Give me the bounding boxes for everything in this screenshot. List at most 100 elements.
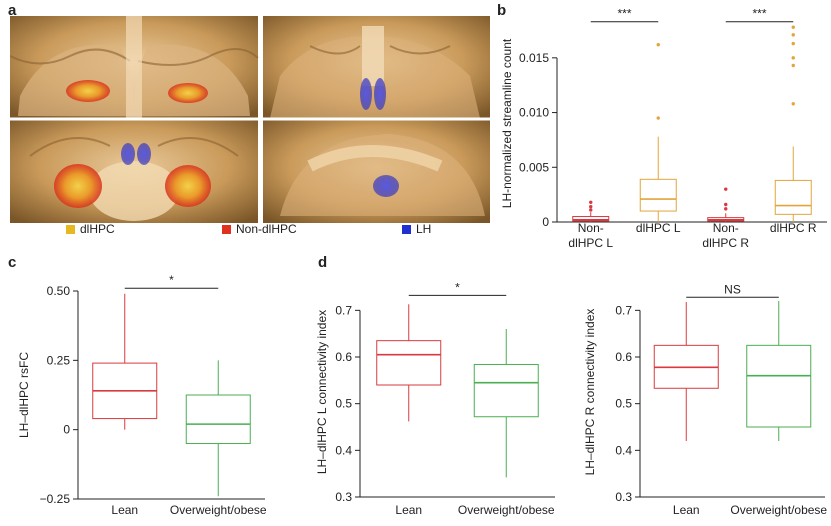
y-tick-label: 0.4 [335, 443, 352, 457]
box-3 [774, 25, 812, 222]
legend-swatch [402, 224, 411, 234]
box-iqr [473, 363, 539, 418]
chart-connectivity-right: 0.3 0.4 0.5 0.6 0.7 LH–dlHPC R connectivity i… [583, 282, 827, 517]
outlier-point [724, 207, 728, 211]
y-axis-label: LH–dlHPC rsFC [17, 352, 31, 438]
outlier-point [791, 25, 795, 29]
x-category-label: Overweight/obese [458, 503, 555, 517]
legend-swatch [66, 224, 75, 234]
x-category-line: Lean [395, 503, 422, 517]
x-category-line: dlHPC L [568, 236, 613, 250]
y-tick-label: 0.6 [615, 350, 632, 364]
y-tick-label: −0.25 [40, 492, 71, 506]
x-category-label: Overweight/obese [730, 503, 827, 517]
box-iqr [185, 394, 251, 445]
significance-label: * [455, 280, 460, 294]
box-iqr [746, 344, 812, 428]
y-tick-label: 0 [542, 215, 549, 229]
y-tick-label: 0.7 [615, 303, 632, 317]
x-category-line: Overweight/obese [458, 503, 555, 517]
brain-slice-coronal-left [10, 16, 259, 118]
brain-slice-coronal-right [263, 16, 490, 118]
y-tick-label: 0.25 [47, 353, 71, 367]
y-tick-label: 0.3 [615, 490, 632, 504]
box-iqr [639, 178, 677, 212]
legend-label: dlHPC [80, 222, 115, 236]
box-iqr [376, 340, 442, 386]
y-tick-label: 0.6 [335, 350, 352, 364]
box-iqr [774, 179, 812, 215]
panel-label-c: c [8, 254, 17, 271]
y-tick-label: 0.3 [335, 490, 352, 504]
x-category-line: Non- [578, 221, 604, 235]
outlier-point [791, 63, 795, 68]
box-0 [92, 293, 158, 430]
box-0 [376, 304, 442, 422]
outlier-point [589, 208, 593, 212]
legend-swatch [222, 224, 231, 234]
box-2 [707, 187, 745, 222]
x-category-line: Overweight/obese [730, 503, 827, 517]
outlier-point [791, 56, 795, 60]
brain-slice-sagittal [263, 120, 490, 223]
x-category-label: Non-dlHPC R [702, 221, 749, 250]
panel-label-b: b [497, 2, 507, 19]
outlier-point [724, 202, 728, 207]
box-0 [653, 301, 719, 441]
y-tick-label: 0.5 [615, 397, 632, 411]
outlier-point [589, 204, 593, 209]
legend-label: LH [416, 222, 432, 236]
x-category-line: Non- [713, 221, 739, 235]
legend-item-dlhpc: dlHPC [66, 222, 115, 236]
x-category-label: dlHPC L [636, 221, 681, 235]
legend-item-non-dlhpc: Non-dlHPC [222, 222, 297, 236]
outlier-point [791, 41, 795, 46]
box-1 [185, 360, 251, 497]
y-tick-label: 0.7 [335, 303, 352, 317]
legend-label: Non-dlHPC [236, 222, 297, 236]
outlier-point [656, 43, 660, 47]
chart-streamline-count: 0 0.005 0.010 0.015 LH-normalized streamline… [500, 7, 827, 250]
panel-label-a: a [8, 2, 17, 19]
x-category-line: Lean [673, 503, 700, 517]
outlier-point [656, 116, 660, 120]
significance-label: NS [724, 282, 741, 296]
panel-label-d: d [318, 254, 328, 271]
y-tick-label: 0.5 [335, 397, 352, 411]
x-category-line: Lean [111, 503, 138, 517]
y-axis-label: LH-normalized streamline count [500, 38, 514, 208]
box-iqr [572, 216, 610, 222]
y-tick-label: 0.010 [519, 106, 549, 120]
brain-slice-axial [10, 120, 258, 223]
box-1 [473, 329, 539, 478]
y-axis-label: LH–dlHPC L connectivity index [315, 310, 329, 474]
x-category-line: dlHPC L [636, 221, 681, 235]
x-category-line: dlHPC R [770, 221, 817, 235]
legend-item-lh: LH [402, 222, 431, 236]
box-1 [639, 43, 677, 222]
y-axis-label: LH–dlHPC R connectivity index [583, 309, 597, 476]
significance-label: *** [752, 7, 766, 21]
x-category-label: Lean [395, 503, 422, 517]
x-category-label: Lean [111, 503, 138, 517]
outlier-point [791, 102, 795, 106]
y-tick-label: 0.015 [519, 51, 549, 65]
x-category-label: Overweight/obese [170, 503, 267, 517]
brain-images [10, 16, 490, 223]
x-category-label: Non-dlHPC L [568, 221, 613, 250]
outlier-point [791, 33, 795, 37]
box-1 [746, 301, 812, 441]
y-tick-label: 0 [63, 423, 70, 437]
x-category-label: Lean [673, 503, 700, 517]
x-category-label: dlHPC R [770, 221, 817, 235]
box-0 [572, 200, 610, 222]
y-tick-label: 0.4 [615, 443, 632, 457]
chart-connectivity-left: 0.3 0.4 0.5 0.6 0.7 LH–dlHPC L connectivity i… [315, 280, 555, 517]
outlier-point [589, 200, 593, 204]
chart-rsfc: −0.25 0 0.25 0.50 LH–dlHPC rsFC Lean Overweigh… [17, 273, 267, 517]
x-category-line: Overweight/obese [170, 503, 267, 517]
significance-label: * [169, 273, 174, 287]
outlier-point [724, 187, 728, 191]
significance-label: *** [617, 7, 631, 21]
y-tick-label: 0.50 [47, 284, 71, 298]
